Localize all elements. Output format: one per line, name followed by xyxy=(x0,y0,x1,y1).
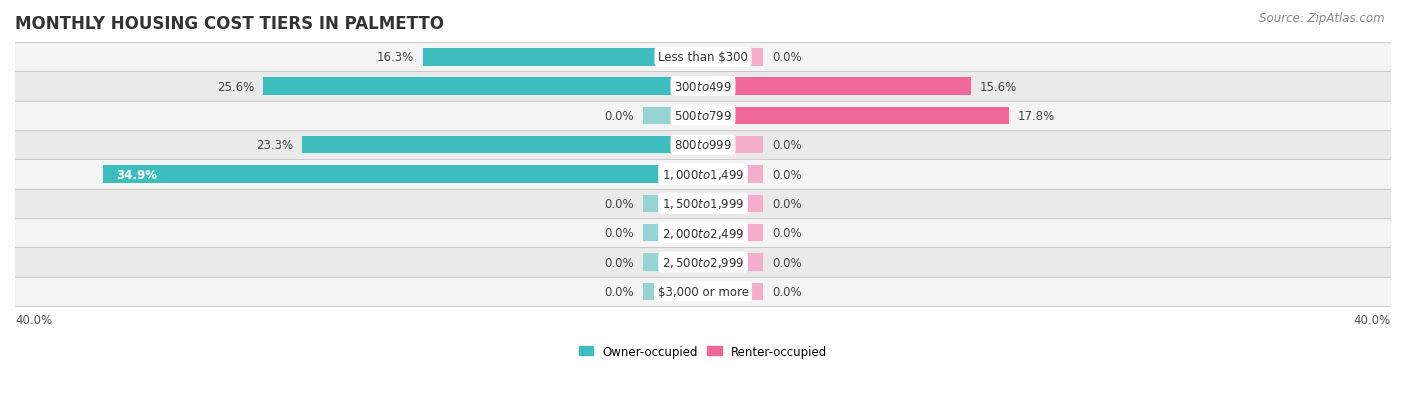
Text: $1,500 to $1,999: $1,500 to $1,999 xyxy=(662,197,744,211)
Bar xyxy=(15,72,1391,102)
Bar xyxy=(302,137,703,154)
Text: 17.8%: 17.8% xyxy=(1018,109,1054,123)
Bar xyxy=(15,189,1391,218)
Bar xyxy=(643,107,703,125)
Bar xyxy=(703,137,763,154)
Bar xyxy=(103,166,703,183)
Text: 16.3%: 16.3% xyxy=(377,51,413,64)
Text: 0.0%: 0.0% xyxy=(605,109,634,123)
Bar xyxy=(703,195,763,213)
Text: $1,000 to $1,499: $1,000 to $1,499 xyxy=(662,168,744,182)
Bar xyxy=(15,277,1391,306)
Text: 0.0%: 0.0% xyxy=(772,227,801,240)
Text: 0.0%: 0.0% xyxy=(772,197,801,210)
Bar xyxy=(643,195,703,213)
Text: 0.0%: 0.0% xyxy=(605,285,634,298)
Text: 34.9%: 34.9% xyxy=(117,168,157,181)
Text: 0.0%: 0.0% xyxy=(772,256,801,269)
Text: 0.0%: 0.0% xyxy=(772,51,801,64)
Bar xyxy=(423,49,703,66)
Text: 0.0%: 0.0% xyxy=(605,256,634,269)
Text: $800 to $999: $800 to $999 xyxy=(673,139,733,152)
Bar xyxy=(15,218,1391,248)
Bar xyxy=(643,254,703,271)
Text: 0.0%: 0.0% xyxy=(605,227,634,240)
Bar xyxy=(703,49,763,66)
Bar xyxy=(15,160,1391,189)
Bar xyxy=(15,248,1391,277)
Bar xyxy=(15,131,1391,160)
Text: 40.0%: 40.0% xyxy=(1354,313,1391,327)
Legend: Owner-occupied, Renter-occupied: Owner-occupied, Renter-occupied xyxy=(574,340,832,363)
Bar xyxy=(263,78,703,95)
Text: 23.3%: 23.3% xyxy=(256,139,294,152)
Bar xyxy=(643,224,703,242)
Text: $2,500 to $2,999: $2,500 to $2,999 xyxy=(662,255,744,269)
Bar xyxy=(15,43,1391,72)
Text: $3,000 or more: $3,000 or more xyxy=(658,285,748,298)
Text: $500 to $799: $500 to $799 xyxy=(673,109,733,123)
Text: 15.6%: 15.6% xyxy=(980,81,1017,93)
Text: 0.0%: 0.0% xyxy=(605,197,634,210)
Text: 40.0%: 40.0% xyxy=(15,313,52,327)
Bar xyxy=(15,102,1391,131)
Text: Less than $300: Less than $300 xyxy=(658,51,748,64)
Bar xyxy=(703,224,763,242)
Bar xyxy=(703,78,972,95)
Bar xyxy=(703,283,763,300)
Text: $2,000 to $2,499: $2,000 to $2,499 xyxy=(662,226,744,240)
Bar xyxy=(703,107,1010,125)
Text: 25.6%: 25.6% xyxy=(217,81,254,93)
Text: MONTHLY HOUSING COST TIERS IN PALMETTO: MONTHLY HOUSING COST TIERS IN PALMETTO xyxy=(15,15,444,33)
Bar xyxy=(703,254,763,271)
Text: 0.0%: 0.0% xyxy=(772,139,801,152)
Bar xyxy=(643,283,703,300)
Text: Source: ZipAtlas.com: Source: ZipAtlas.com xyxy=(1260,12,1385,25)
Bar xyxy=(703,166,763,183)
Text: 0.0%: 0.0% xyxy=(772,168,801,181)
Text: 0.0%: 0.0% xyxy=(772,285,801,298)
Text: $300 to $499: $300 to $499 xyxy=(673,81,733,93)
